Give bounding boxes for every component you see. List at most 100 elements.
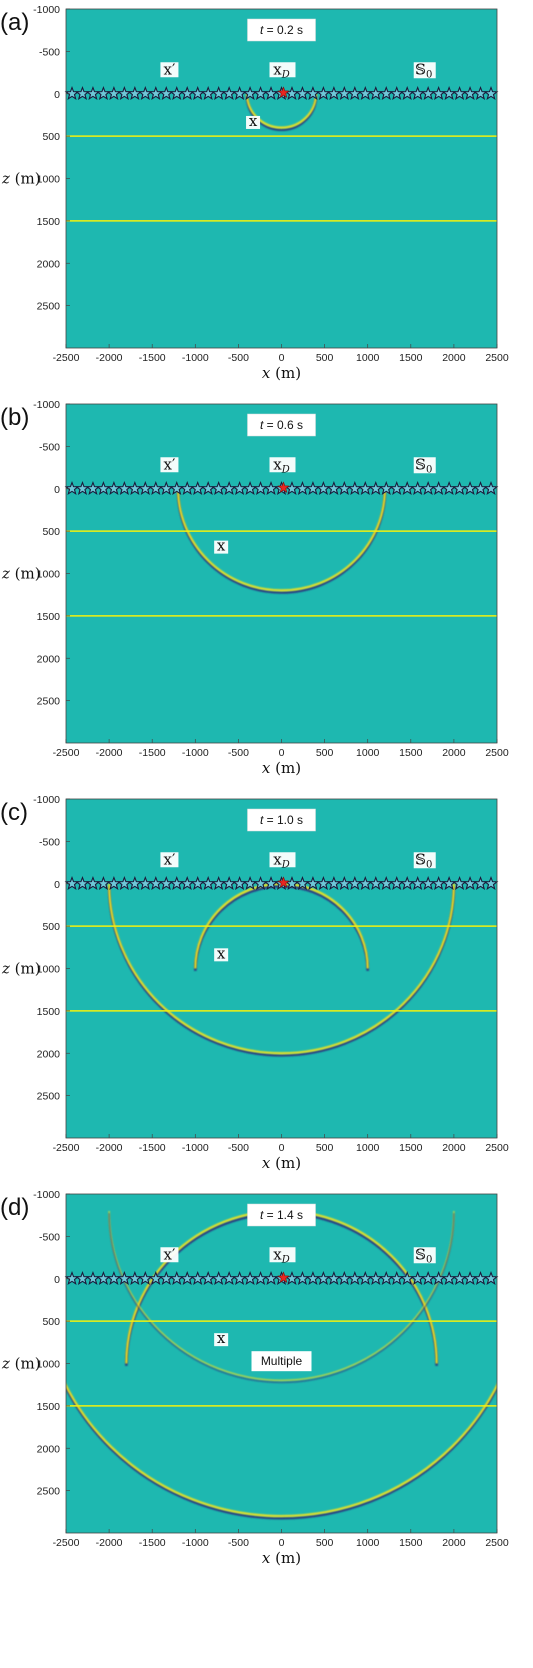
x-tick-label: 500 (316, 352, 334, 364)
x-tick-label: -2000 (96, 747, 123, 759)
receiver-star (483, 875, 499, 891)
x-prime-label: x′ (164, 455, 176, 473)
x-prime-label: x′ (164, 60, 176, 78)
S0-label: 𝕊0 (415, 850, 432, 870)
time-label: t = 0.2 s (260, 23, 303, 37)
x-tick-label: 1500 (399, 1142, 423, 1154)
x-prime-label: x′ (164, 850, 176, 868)
y-tick-label: -500 (39, 836, 60, 848)
panel-label: (a) (0, 9, 29, 36)
annotation-box (160, 62, 179, 78)
field-point-x-label: x (217, 1329, 226, 1347)
y-tick-label: 2500 (37, 696, 61, 708)
y-tick-label: 1500 (37, 1401, 61, 1413)
panel-a: -2500 -2000 -1500 -1000 -500 0 500 1000 1500 2000… (0, 4, 509, 382)
S0-label: 𝕊0 (415, 1245, 432, 1265)
x-tick-label: 1000 (356, 1142, 380, 1154)
receiver-star (483, 480, 499, 496)
multiple-wavefront-trough (108, 1212, 455, 1384)
x-tick-label: 2000 (442, 1142, 466, 1154)
y-tick-label: 0 (54, 89, 60, 101)
direct-wavefront (108, 883, 455, 1055)
x-tick-label: 2500 (485, 747, 509, 759)
x-tick-label: -2000 (96, 1142, 123, 1154)
direct-wavefront (176, 488, 387, 592)
x-tick-label: -1500 (139, 1142, 166, 1154)
y-axis-label: z (m) (1, 170, 41, 188)
annotation-box (160, 852, 179, 868)
annotation-box (214, 1333, 229, 1347)
x-tick-label: -500 (228, 747, 249, 759)
y-tick-label: -500 (39, 46, 60, 58)
y-axis-label: z (m) (1, 960, 41, 978)
x-axis-label: x (m) (262, 364, 301, 382)
x-tick-label: -1500 (139, 1537, 166, 1549)
annotation-box (413, 457, 436, 474)
multiple-label: Multiple (261, 1354, 303, 1368)
y-axis-label: z (m) (1, 565, 41, 583)
x-tick-label: -1000 (182, 1142, 209, 1154)
x-D-label: xD (273, 60, 290, 80)
receiver-star (483, 85, 499, 101)
x-tick-label: 2500 (485, 1537, 509, 1549)
panel-c: -2500 -2000 -1500 -1000 -500 0 500 1000 1500 2000… (0, 794, 509, 1172)
y-tick-label: 2000 (37, 1048, 61, 1060)
y-tick-label: 1500 (37, 1006, 61, 1018)
x-tick-label: -1500 (139, 747, 166, 759)
annotation-box (269, 457, 296, 473)
x-tick-label: -2500 (53, 1537, 80, 1549)
x-tick-label: 500 (316, 1142, 334, 1154)
annotation-box (413, 852, 436, 869)
x-tick-label: 1500 (399, 1537, 423, 1549)
x-tick-label: 1000 (356, 352, 380, 364)
y-tick-label: 0 (54, 484, 60, 496)
x-tick-label: 2500 (485, 1142, 509, 1154)
direct-wavefront (245, 93, 318, 129)
x-tick-label: -500 (228, 352, 249, 364)
time-box (247, 808, 316, 832)
S0-label: 𝕊0 (415, 455, 432, 475)
y-tick-label: 2500 (37, 1486, 61, 1498)
y-tick-label: -500 (39, 441, 60, 453)
x-tick-label: 0 (279, 1142, 285, 1154)
x-D-label: xD (273, 850, 290, 870)
time-box (247, 18, 316, 42)
y-tick-label: -1000 (33, 399, 60, 411)
x-tick-label: -2000 (96, 352, 123, 364)
annotation-box (413, 1247, 436, 1264)
y-tick-label: -1000 (33, 1189, 60, 1201)
x-tick-label: -500 (228, 1142, 249, 1154)
y-tick-label: 2000 (37, 258, 61, 270)
annotation-box (269, 62, 296, 78)
annotation-box (269, 1247, 296, 1263)
time-box (247, 1203, 316, 1227)
source-star (277, 481, 290, 493)
y-tick-label: 500 (42, 131, 60, 143)
time-label: t = 1.4 s (260, 1208, 303, 1222)
x-tick-label: 500 (316, 1537, 334, 1549)
y-tick-label: 1500 (37, 611, 61, 623)
S0-label: 𝕊0 (415, 60, 432, 80)
y-tick-label: 0 (54, 879, 60, 891)
x-D-label: xD (273, 455, 290, 475)
x-tick-label: 2000 (442, 352, 466, 364)
panel-b: -2500 -2000 -1500 -1000 -500 0 500 1000 1500 2000… (0, 399, 509, 777)
y-tick-label: 500 (42, 526, 60, 538)
y-tick-label: 0 (54, 1274, 60, 1286)
x-tick-label: 1000 (356, 747, 380, 759)
y-tick-label: -1000 (33, 794, 60, 806)
y-tick-label: -1000 (33, 4, 60, 16)
annotation-box (413, 62, 436, 79)
y-axis-label: z (m) (1, 1355, 41, 1373)
x-tick-label: 0 (279, 352, 285, 364)
field-point-x-label: x (217, 537, 226, 555)
time-label: t = 0.6 s (260, 418, 303, 432)
annotation-box (160, 457, 179, 473)
wavefield (245, 93, 318, 131)
y-tick-label: 500 (42, 1316, 60, 1328)
x-tick-label: -2500 (53, 1142, 80, 1154)
x-tick-label: 1000 (356, 1537, 380, 1549)
y-tick-label: 1000 (37, 569, 61, 581)
multiple-box (251, 1351, 312, 1372)
